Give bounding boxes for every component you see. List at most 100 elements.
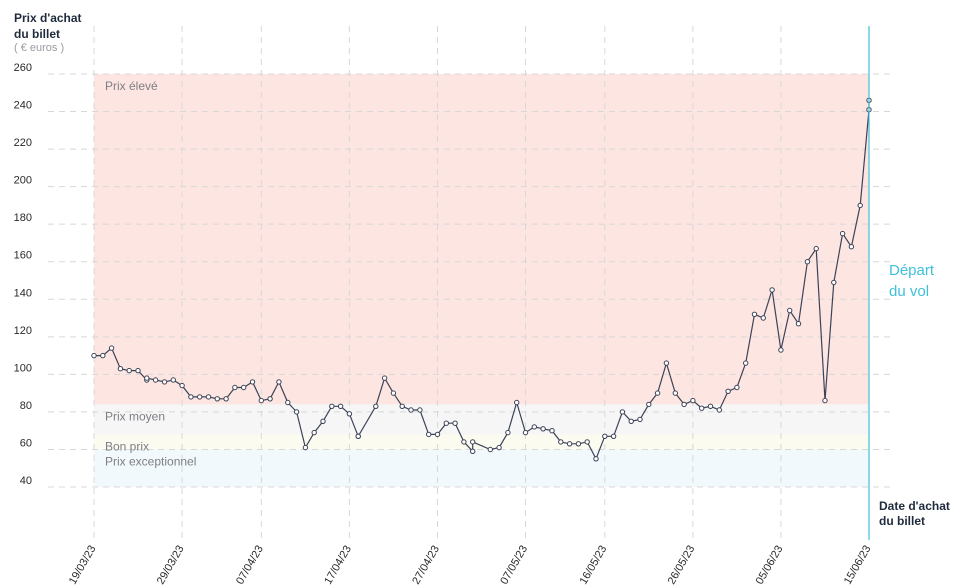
data-point [707,403,714,409]
data-point [461,439,467,445]
data-point [426,431,432,438]
band-2 [94,434,869,450]
data-point [822,397,828,404]
data-point [470,439,476,445]
data-point [373,403,379,409]
data-point [804,259,811,265]
data-point [346,411,353,417]
data-point [135,367,141,374]
data-point [522,429,529,436]
data-point [531,424,537,430]
data-point [276,379,282,385]
data-point [329,403,335,409]
data-point [610,433,617,439]
data-point [505,429,511,436]
y-axis-title-line2: du billet [14,27,60,41]
y-tick-label: 260 [14,62,32,74]
data-point [813,245,819,252]
data-point [434,431,441,438]
data-point [205,394,212,400]
y-tick-label: 180 [14,212,32,224]
data-point [285,399,291,406]
data-point [470,448,476,454]
data-point [566,441,573,447]
y-tick-label: 200 [14,175,32,187]
data-point [699,405,705,411]
data-point [241,384,247,391]
x-tick-labels: 19/03/23 29/03/23 07/04/23 17/04/23 27/04/23… [67,544,874,585]
data-point [100,352,106,359]
data-point [179,382,185,389]
data-point [558,439,564,445]
data-point [619,409,626,415]
data-point [716,407,722,413]
x-tick-label: 07/04/23 [234,544,266,585]
data-point [258,397,264,404]
x-tick-label: 27/04/23 [410,544,442,585]
x-tick-label: 17/04/23 [322,544,354,585]
data-point [769,287,775,293]
x-axis-title-line2: du billet [879,514,925,528]
data-point [108,345,115,351]
data-point [267,396,273,402]
band-label: Prix exceptionnel [105,454,196,468]
x-tick-label: 07/05/23 [498,544,530,585]
data-point [725,388,731,394]
y-tick-label: 40 [20,475,32,487]
data-point [355,433,361,439]
data-point [443,420,449,426]
y-tick-label: 160 [14,250,32,262]
data-point [637,416,643,423]
y-tick-label: 80 [20,400,32,412]
x-axis-title-line1: Date d'achat [879,499,950,513]
x-tick-label: 19/03/23 [67,544,99,585]
data-point [91,352,97,359]
data-point [487,446,493,453]
y-tick-label: 220 [14,137,32,149]
band-label: Prix élevé [105,79,158,93]
data-point [144,375,150,381]
data-point [302,444,309,451]
data-point [399,403,405,409]
data-point [593,456,599,462]
x-tick-label: 15/06/23 [842,544,874,585]
y-tick-label: 140 [14,287,32,299]
departure-label-line1: Départ [889,262,935,279]
x-tick-label: 05/06/23 [754,544,786,585]
data-point [540,426,546,432]
data-point [214,396,221,402]
data-point [408,407,414,413]
data-point [117,366,124,372]
x-tick-label: 16/05/23 [578,544,610,585]
data-point [760,315,766,321]
data-point [152,377,159,383]
data-point [857,202,863,209]
x-tick-label: 29/03/23 [155,544,187,585]
data-point [452,420,458,426]
data-point [672,390,678,396]
data-point [293,409,300,415]
data-point [743,360,749,366]
data-point [549,428,555,434]
y-tick-label: 100 [14,362,32,374]
data-point [311,429,317,436]
band-0 [94,74,869,405]
data-point [795,321,802,327]
band-label: Prix moyen [105,409,165,423]
data-point [126,367,132,374]
data-point [496,444,502,451]
data-point [320,418,326,424]
y-tick-label: 240 [14,100,32,112]
data-point [654,390,661,396]
data-point [751,311,758,317]
data-point [778,347,784,353]
data-point [223,396,229,402]
x-tick-label: 26/05/23 [666,544,698,585]
data-point [831,279,837,286]
price-bands [94,74,869,487]
data-point [381,375,388,381]
data-point [584,439,590,445]
data-point [161,379,168,385]
